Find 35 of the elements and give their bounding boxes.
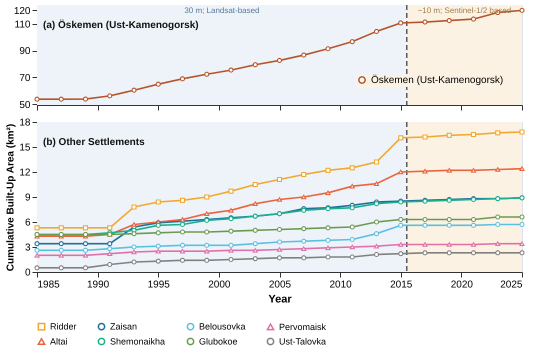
text: (b) Other Settlements [43, 137, 146, 148]
y-tick-label: 9 [24, 192, 31, 204]
x-tick-label: 2005 [268, 280, 292, 290]
x-tick-label: 2015 [390, 280, 413, 290]
y-axis-title: Cumulative Built-Up Area (km²) [5, 124, 16, 272]
x-tick-label: 2020 [450, 280, 474, 290]
y-tick-label: 6 [24, 218, 31, 228]
legend-label: Ridder [50, 322, 77, 332]
text: (a) Öskemen (Ust-Kamenogorsk) [43, 19, 199, 31]
legend-label: Shemonaikha [110, 336, 166, 346]
y-tick-label: 120 [14, 6, 31, 17]
legend-label: Altai [50, 336, 68, 346]
y-tick-label: 70 [19, 72, 31, 84]
x-tick-label: 1985 [38, 280, 60, 290]
y-tick-label: 3 [24, 242, 31, 254]
legend-label: Glubokoe [199, 336, 238, 346]
x-tick-label: 2000 [208, 280, 231, 290]
legend-label: Belousovka [199, 322, 246, 332]
y-tick-label: 90 [19, 46, 31, 58]
y-tick-label: 15 [19, 142, 31, 154]
y-tick-label: 18 [19, 118, 31, 128]
x-tick-label: 1995 [148, 280, 170, 290]
x-tick-label: 2010 [330, 280, 352, 290]
x-axis-title: Year [268, 294, 292, 306]
y-tick-label: 110 [14, 19, 31, 30]
y-tick-label: 12 [19, 168, 31, 178]
y-tick-label: 50 [19, 100, 31, 111]
legend-label: Pervomaisk [279, 322, 327, 332]
y-tick-label: 0 [24, 268, 31, 278]
legend-label: Zaisan [110, 322, 138, 332]
band-label: 30 m; Landsat-based [184, 6, 260, 15]
legend-label: Öskemen (Ust-Kamenogorsk) [371, 74, 504, 86]
legend-label: Ust-Talovka [279, 336, 326, 346]
x-tick-label: 2025 [500, 280, 523, 290]
x-tick-label: 1990 [87, 280, 110, 290]
